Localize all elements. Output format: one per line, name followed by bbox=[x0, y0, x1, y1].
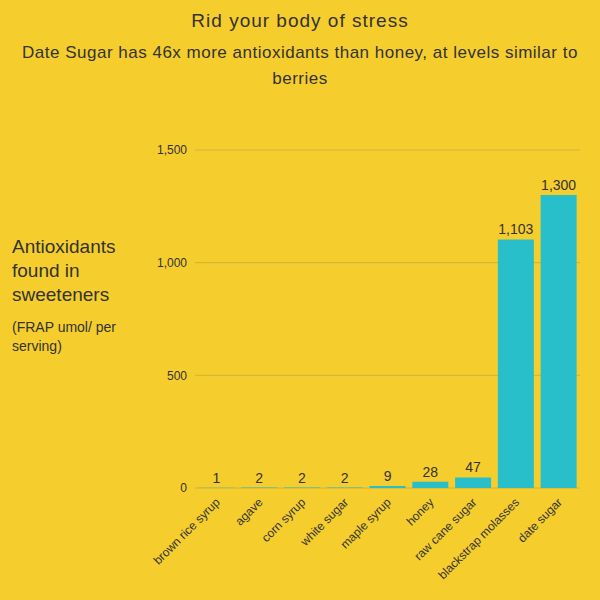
svg-text:1,103: 1,103 bbox=[498, 221, 533, 237]
svg-text:1,300: 1,300 bbox=[541, 177, 576, 193]
svg-text:28: 28 bbox=[423, 464, 439, 480]
html-text:(FRAP umol/ per serving): (FRAP umol/ per serving) bbox=[12, 319, 116, 354]
svg-text:500: 500 bbox=[167, 369, 187, 383]
svg-text:2: 2 bbox=[341, 470, 349, 486]
svg-text:maple syrup: maple syrup bbox=[338, 495, 394, 551]
svg-text:date sugar: date sugar bbox=[515, 495, 565, 545]
html-text:Antioxidants found in sweetene: Antioxidants found in sweeteners bbox=[12, 236, 116, 305]
html-text:Rid your body of stress: Rid your body of stress bbox=[191, 10, 409, 31]
svg-text:raw cane sugar: raw cane sugar bbox=[411, 495, 480, 564]
svg-text:47: 47 bbox=[465, 459, 481, 475]
svg-text:1,000: 1,000 bbox=[157, 256, 187, 270]
svg-text:agave: agave bbox=[233, 495, 266, 528]
svg-text:2: 2 bbox=[255, 470, 263, 486]
svg-text:honey: honey bbox=[404, 495, 437, 528]
svg-text:white sugar: white sugar bbox=[297, 495, 352, 549]
svg-text:1: 1 bbox=[213, 470, 221, 486]
svg-text:9: 9 bbox=[384, 468, 392, 484]
html-text:Date Sugar has 46x more antiox: Date Sugar has 46x more antioxidants tha… bbox=[22, 43, 578, 88]
svg-text:blackstrap molasses: blackstrap molasses bbox=[435, 495, 522, 582]
svg-text:1,500: 1,500 bbox=[157, 143, 187, 157]
svg-text:brown rice syrup: brown rice syrup bbox=[151, 495, 223, 567]
svg-text:2: 2 bbox=[298, 470, 306, 486]
svg-text:corn syrup: corn syrup bbox=[258, 495, 309, 545]
svg-text:0: 0 bbox=[180, 481, 187, 495]
